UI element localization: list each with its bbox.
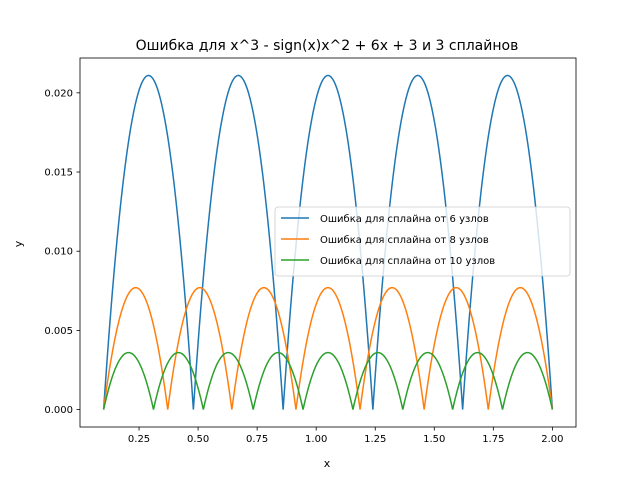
legend: Ошибка для сплайна от 6 узлов Ошибка для …	[274, 206, 571, 277]
y-tick-label: 0.020	[44, 88, 73, 99]
chart-title: Ошибка для x^3 - sign(x)x^2 + 6x + 3 и 3…	[136, 38, 519, 54]
axes-frame	[79, 57, 577, 428]
x-tick-label: 0.75	[246, 434, 268, 445]
series-line-2	[102, 286, 554, 410]
y-tick-label: 0.010	[44, 247, 73, 258]
legend-box	[274, 206, 571, 277]
x-tick-label: 2.00	[541, 434, 563, 445]
y-axis-label: y	[12, 240, 25, 247]
x-tick-label: 1.25	[364, 434, 386, 445]
legend-label-2: Ошибка для сплайна от 8 узлов	[320, 235, 489, 246]
x-tick-label: 1.50	[423, 434, 445, 445]
x-tick-label: 0.25	[128, 434, 150, 445]
series-line-3	[102, 351, 554, 410]
plot-area: 0.25 0.50 0.75 1.00 1.25 1.50 1.75 2.00 0.000 0.0…	[44, 57, 577, 445]
y-tick-label: 0.000	[44, 405, 73, 416]
x-axis-label: x	[324, 457, 331, 470]
y-tick-label: 0.005	[44, 326, 73, 337]
legend-label-3: Ошибка для сплайна от 10 узлов	[320, 256, 495, 267]
x-tick-label: 0.50	[187, 434, 209, 445]
x-tick-label: 1.00	[305, 434, 327, 445]
y-tick-label: 0.015	[44, 168, 73, 179]
legend-label-1: Ошибка для сплайна от 6 узлов	[320, 214, 489, 225]
x-tick-label: 1.75	[482, 434, 504, 445]
